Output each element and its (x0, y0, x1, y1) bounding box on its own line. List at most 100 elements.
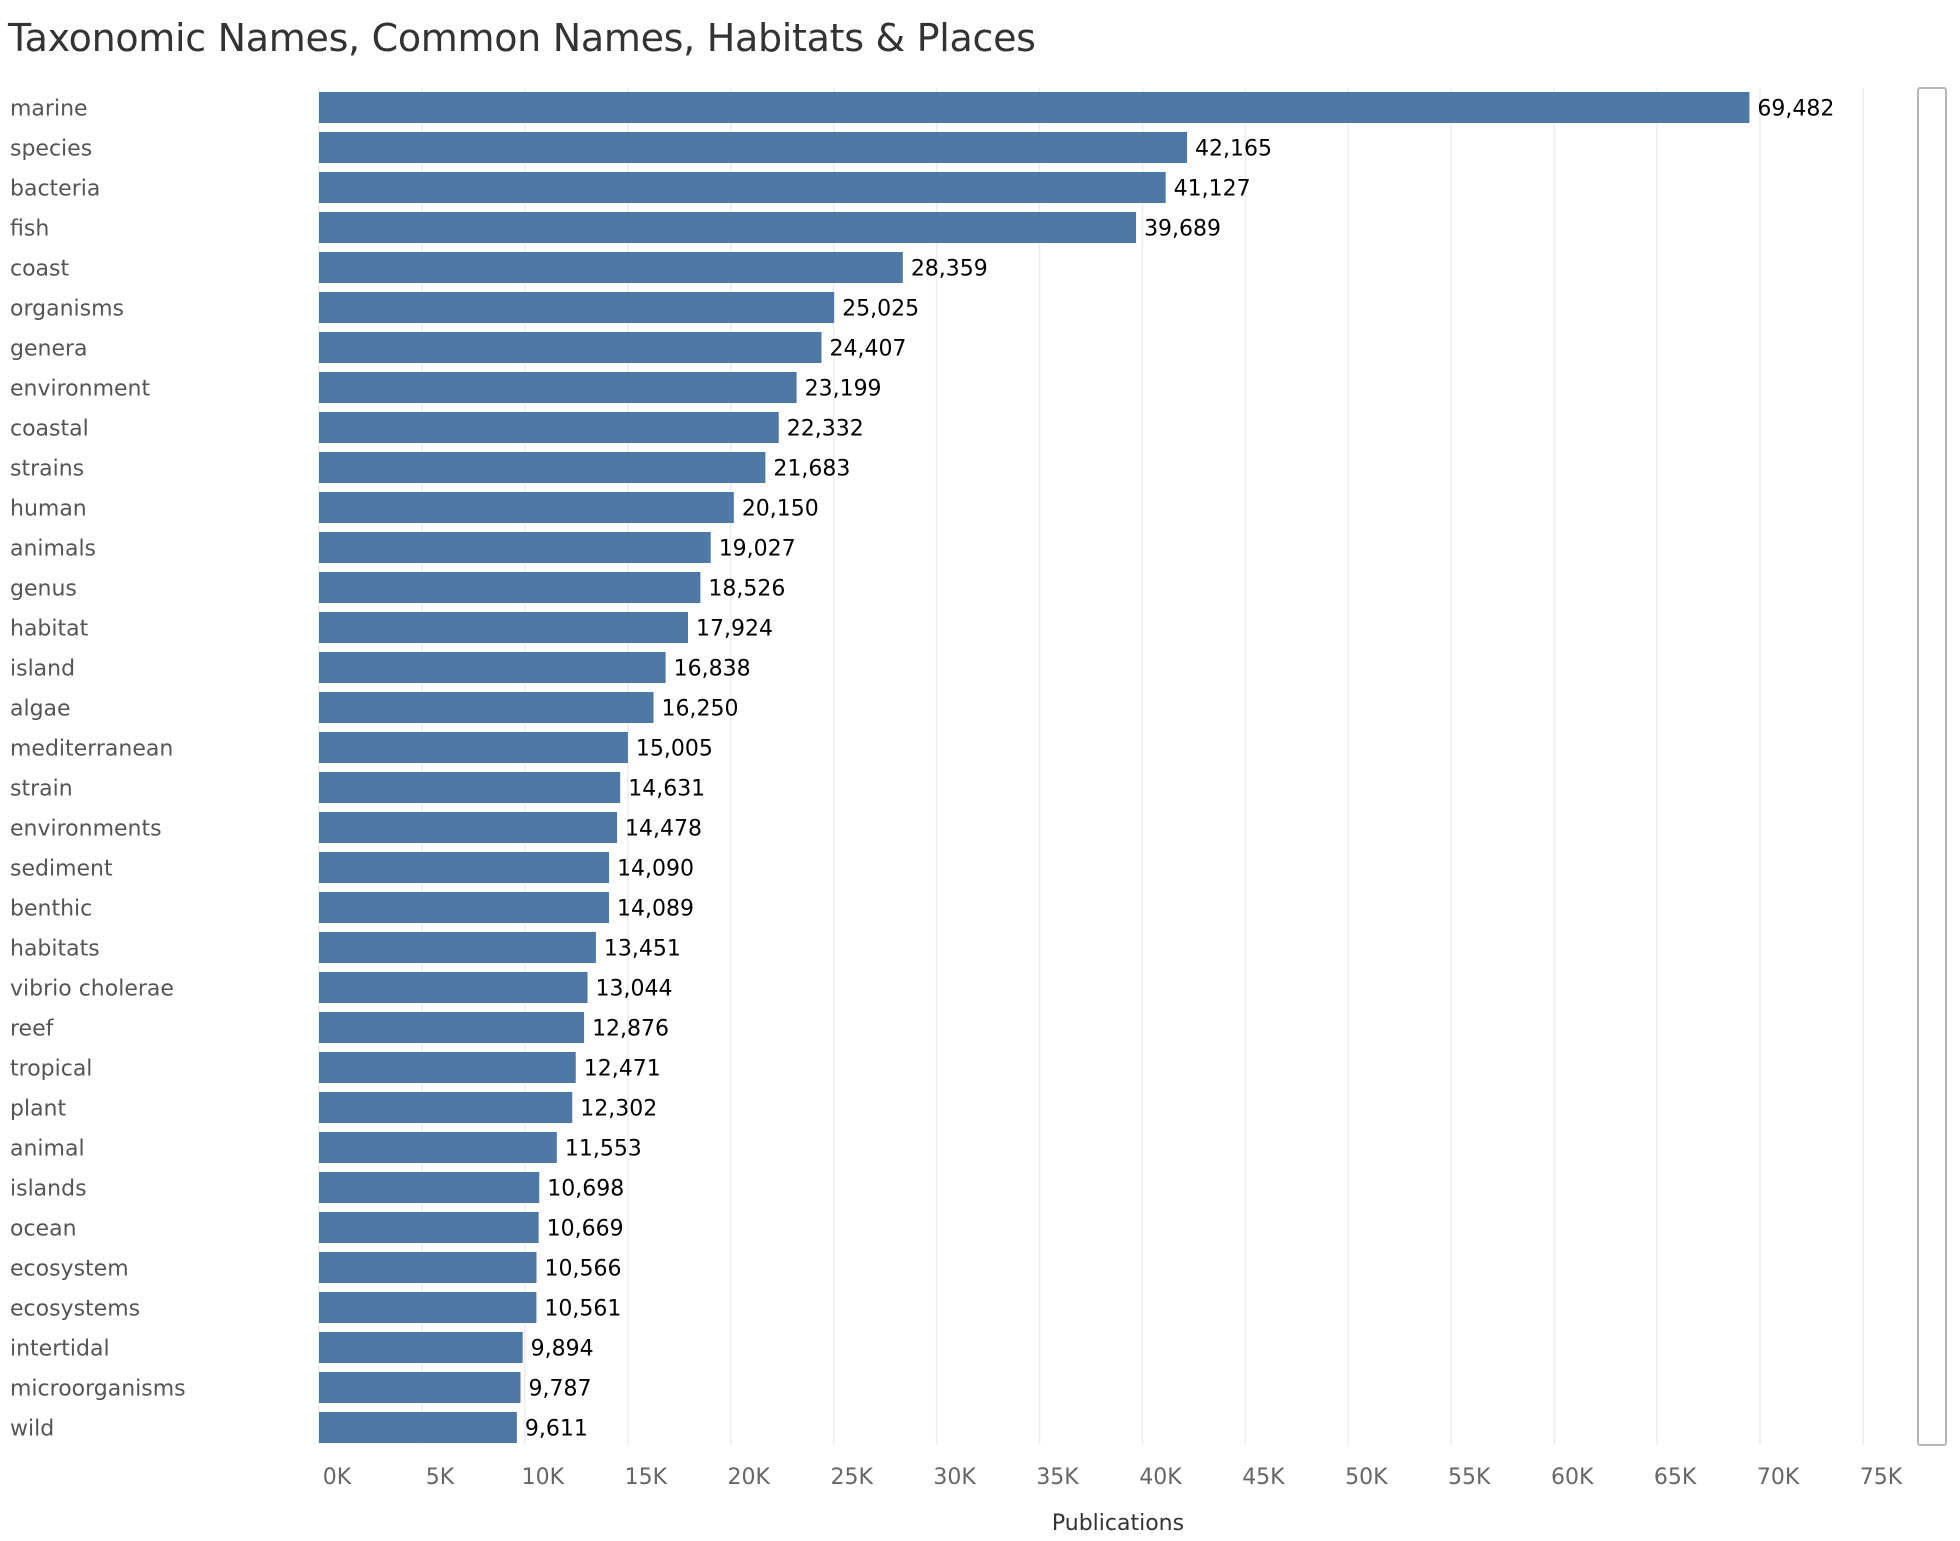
value-label: 10,698 (547, 1177, 624, 1202)
bar[interactable] (319, 972, 588, 1003)
value-label: 13,044 (596, 977, 673, 1002)
scrollbar[interactable] (1917, 87, 1947, 1446)
bar[interactable] (319, 1052, 576, 1083)
category-label: habitats (10, 937, 100, 962)
value-label: 12,302 (580, 1097, 657, 1122)
value-label: 9,787 (528, 1377, 591, 1402)
category-label: mediterranean (10, 737, 173, 762)
x-axis-title: Publications (1052, 1511, 1184, 1536)
bar[interactable] (319, 132, 1188, 163)
category-label: animals (10, 537, 96, 562)
category-label: human (10, 497, 87, 522)
category-label: species (10, 137, 92, 162)
bar[interactable] (319, 852, 610, 883)
value-label: 9,611 (525, 1417, 588, 1442)
value-label: 14,089 (617, 897, 694, 922)
category-label: ecosystem (10, 1257, 129, 1282)
value-label: 14,631 (628, 777, 705, 802)
category-label: marine (10, 97, 88, 122)
value-label: 14,478 (625, 817, 702, 842)
x-tick-label: 75K (1860, 1465, 1903, 1490)
value-label: 11,553 (565, 1137, 642, 1162)
category-label: islands (10, 1177, 87, 1202)
bar[interactable] (319, 452, 766, 483)
bar[interactable] (319, 292, 835, 323)
value-label: 9,894 (531, 1337, 594, 1362)
bar[interactable] (319, 932, 596, 963)
x-tick-label: 20K (728, 1465, 771, 1490)
value-label: 41,127 (1174, 177, 1251, 202)
x-tick-label: 45K (1242, 1465, 1285, 1490)
bar[interactable] (319, 652, 666, 683)
category-label: island (10, 657, 75, 682)
bar[interactable] (319, 252, 903, 283)
category-label: benthic (10, 897, 92, 922)
value-label: 13,451 (604, 937, 681, 962)
bar[interactable] (319, 1012, 585, 1043)
bar[interactable] (319, 772, 621, 803)
x-tick-label: 65K (1654, 1465, 1697, 1490)
bar[interactable] (319, 1252, 537, 1283)
x-tick-label: 40K (1139, 1465, 1182, 1490)
value-label: 10,669 (547, 1217, 624, 1242)
bar[interactable] (319, 212, 1137, 243)
x-tick-label: 55K (1448, 1465, 1491, 1490)
bar[interactable] (319, 492, 734, 523)
category-label: genera (10, 337, 88, 362)
value-label: 28,359 (911, 257, 988, 282)
bar[interactable] (319, 1212, 539, 1243)
value-label: 10,566 (545, 1257, 622, 1282)
x-tick-label: 25K (830, 1465, 873, 1490)
bar[interactable] (319, 812, 618, 843)
category-label: ecosystems (10, 1297, 140, 1322)
bar[interactable] (319, 532, 711, 563)
category-label: environment (10, 377, 150, 402)
value-label: 25,025 (842, 297, 919, 322)
bar[interactable] (319, 1292, 537, 1323)
value-label: 12,876 (592, 1017, 669, 1042)
bar[interactable] (319, 1092, 573, 1123)
category-label: coast (10, 257, 69, 282)
category-label: strain (10, 777, 73, 802)
value-label: 16,250 (662, 697, 739, 722)
bar[interactable] (319, 372, 797, 403)
bar[interactable] (319, 1132, 557, 1163)
category-label: bacteria (10, 177, 100, 202)
bar[interactable] (319, 1332, 523, 1363)
bar[interactable] (319, 732, 628, 763)
bar[interactable] (319, 172, 1166, 203)
x-tick-label: 30K (933, 1465, 976, 1490)
category-label: microorganisms (10, 1377, 186, 1402)
category-labels: marine species bacteria fish coast organisms g… (10, 97, 186, 1442)
bar[interactable] (319, 892, 610, 923)
bar[interactable] (319, 92, 1750, 123)
category-label: coastal (10, 417, 89, 442)
category-label: intertidal (10, 1337, 110, 1362)
category-label: environments (10, 817, 162, 842)
x-tick-label: 50K (1345, 1465, 1388, 1490)
x-tick-label: 60K (1551, 1465, 1594, 1490)
bar[interactable] (319, 612, 688, 643)
bar[interactable] (319, 332, 822, 363)
bar[interactable] (319, 1372, 521, 1403)
value-label: 19,027 (719, 537, 796, 562)
bar[interactable] (319, 692, 654, 723)
x-tick-label: 0K (323, 1465, 352, 1490)
category-label: animal (10, 1137, 85, 1162)
category-label: reef (10, 1017, 55, 1042)
category-label: plant (10, 1097, 67, 1122)
category-label: sediment (10, 857, 113, 882)
category-label: strains (10, 457, 84, 482)
x-tick-label: 10K (522, 1465, 565, 1490)
bar[interactable] (319, 1172, 540, 1203)
bar[interactable] (319, 412, 779, 443)
bar[interactable] (319, 1412, 517, 1443)
x-tick-label: 70K (1757, 1465, 1800, 1490)
bar[interactable] (319, 572, 701, 603)
value-label: 22,332 (787, 417, 864, 442)
category-label: genus (10, 577, 77, 602)
value-label: 69,482 (1757, 97, 1834, 122)
x-tick-label: 5K (426, 1465, 455, 1490)
category-label: ocean (10, 1217, 77, 1242)
